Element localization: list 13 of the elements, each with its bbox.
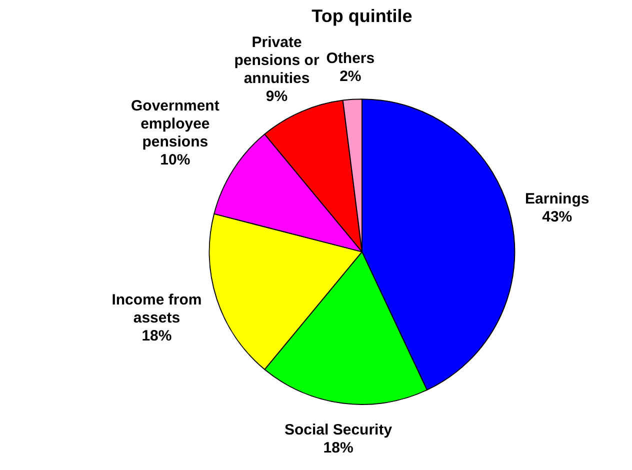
slice-label: Social Security <box>284 422 393 439</box>
slice-label: Earnings <box>525 190 590 208</box>
data-label: 43% <box>542 208 572 226</box>
slice-label: Others <box>326 50 375 68</box>
data-label: 18% <box>323 440 354 457</box>
chart-title: Top quintile <box>312 6 412 26</box>
data-label: 2% <box>340 68 362 86</box>
slice-label: Private pensions or annuities <box>234 34 320 88</box>
slice-label: Income from assets <box>112 292 202 327</box>
data-label: 18% <box>142 328 172 345</box>
data-label: 10% <box>160 151 190 168</box>
slice-label: Government employee pensions <box>130 97 220 150</box>
data-label: 9% <box>266 88 288 106</box>
